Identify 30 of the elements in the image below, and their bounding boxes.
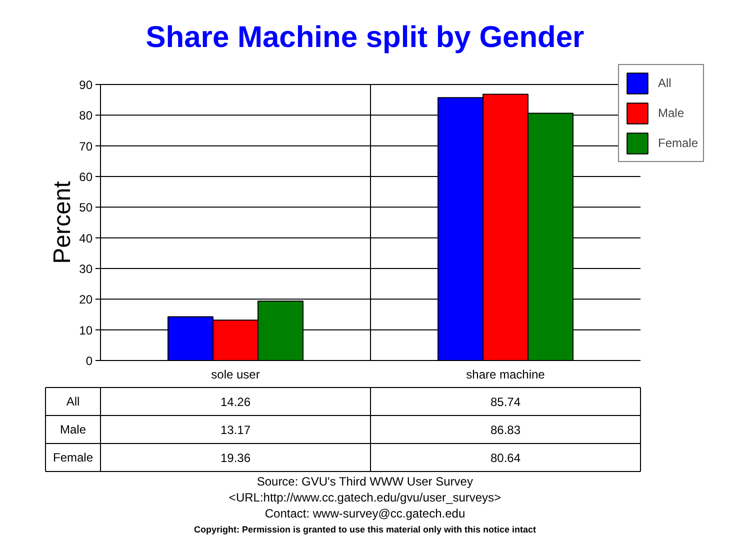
data-label: 14.26 [220, 395, 251, 409]
text: All [66, 394, 80, 408]
y-tick-label: 60 [79, 170, 93, 184]
y-tick-label: 20 [79, 292, 93, 307]
text: Copyright: Permission is granted to use this material only with this notice intact [194, 524, 536, 534]
source-note: Source: GVU's Third WWW User Survey [256, 474, 473, 488]
chart-title: Share Machine split by Gender [146, 21, 585, 54]
y-tick-label: 50 [79, 200, 93, 215]
x-tick-label: sole user [211, 368, 260, 382]
legend-label: All [658, 76, 672, 90]
data-label: 19.36 [220, 451, 251, 465]
y-tick-label: 40 [79, 231, 93, 246]
data-label: 86.83 [490, 423, 521, 437]
x-tick-label: share machine [466, 368, 546, 382]
legend-label: Female [658, 136, 698, 150]
data-label: 13.17 [220, 423, 251, 437]
y-tick-label: 30 [79, 262, 93, 276]
text: <URL:http://www.cc.gatech.edu/gvu/user_surveys> [228, 490, 502, 504]
y-axis-title: Percent [49, 180, 76, 264]
legend-label: Male [658, 106, 684, 120]
y-tick-label: 70 [79, 139, 93, 154]
y-tick-label: 90 [79, 78, 93, 92]
y-tick-label: 10 [79, 323, 93, 338]
text: Male [60, 422, 86, 436]
text: Contact: www-survey@cc.gatech.edu [264, 506, 466, 520]
text: Female [52, 450, 94, 464]
data-label: 85.74 [490, 395, 521, 409]
y-tick-label: 80 [79, 108, 93, 123]
data-label: 80.64 [490, 451, 521, 465]
y-tick-label: 0 [86, 354, 93, 368]
